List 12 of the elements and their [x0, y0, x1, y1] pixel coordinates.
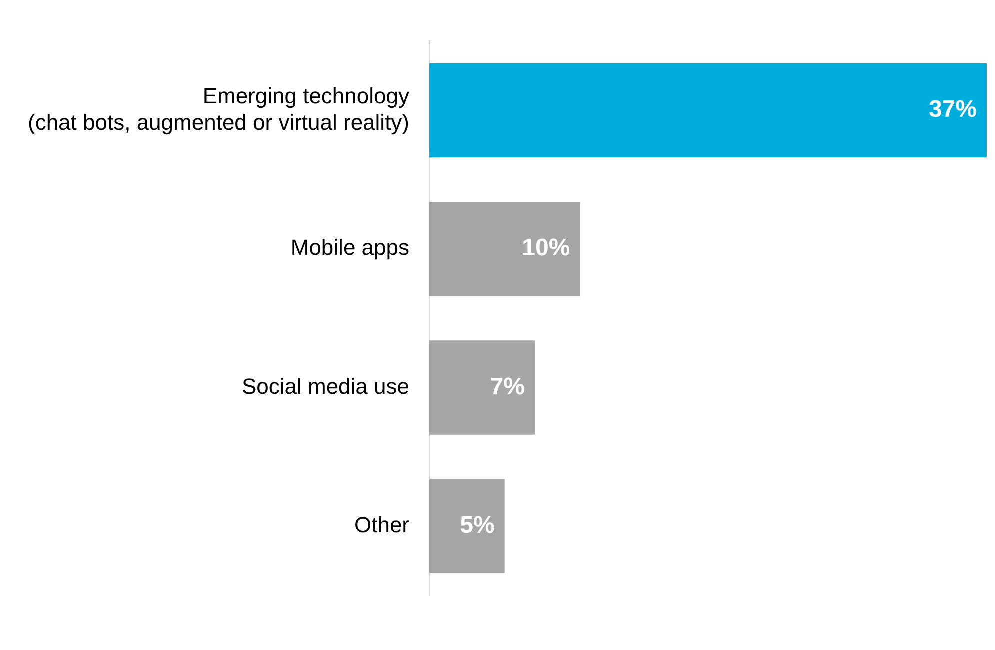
data-label: 37% — [928, 96, 977, 124]
data-label: 5% — [460, 512, 495, 539]
y-tick-label: Mobile apps — [290, 235, 410, 260]
data-label: 10% — [522, 234, 570, 262]
bar — [430, 63, 987, 158]
data-label: 7% — [490, 373, 525, 400]
bar — [430, 340, 535, 435]
y-tick-label: Other — [354, 512, 410, 538]
y-tick-label: Emerging technology (chat bots, augmented or virtual reality) — [28, 83, 410, 135]
y-tick-label: Social media use — [242, 374, 410, 399]
bar — [430, 202, 580, 296]
bar — [430, 479, 505, 574]
